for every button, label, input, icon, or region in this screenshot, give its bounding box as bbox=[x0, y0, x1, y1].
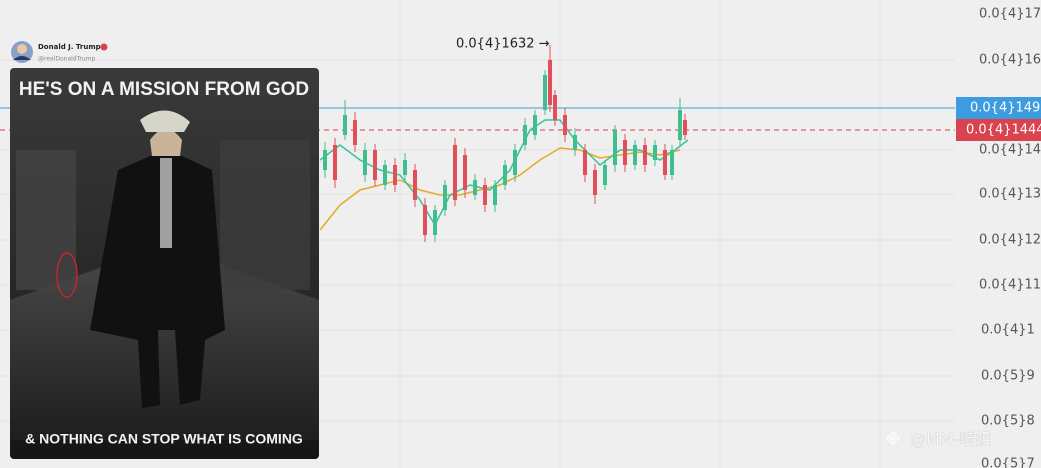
watermark: @MM-喵姐 bbox=[910, 430, 991, 449]
price-label: 0.0{5}8 bbox=[981, 414, 1035, 429]
price-label: 0.0{4}16 bbox=[979, 53, 1041, 68]
price-label: 0.0{4}1 bbox=[981, 323, 1035, 338]
verified-badge bbox=[100, 43, 108, 51]
price-label: 0.0{4}17 bbox=[979, 7, 1041, 22]
price-label: 0.0{4}12 bbox=[979, 233, 1041, 248]
price-label: 0.0{4}14 bbox=[979, 143, 1041, 158]
price-label: 0.0{4}13 bbox=[979, 187, 1041, 202]
candle-bodies-up bbox=[323, 75, 682, 235]
image-footer: & NOTHING CAN STOP WHAT IS COMING bbox=[25, 431, 303, 447]
marker-price: 0.0{4}1444 bbox=[966, 123, 1041, 138]
candle-bodies-down bbox=[333, 60, 687, 235]
price-axis: 0.0{4}17 0.0{4}16 0.0{4}14 0.0{4}13 0.0{… bbox=[979, 7, 1041, 468]
current-price: 0.0{4}149 bbox=[970, 101, 1040, 116]
tweet-handle: @realDonaldTrump bbox=[38, 56, 96, 63]
price-label: 0.0{5}9 bbox=[981, 369, 1035, 384]
price-label: 0.0{5}7 bbox=[981, 457, 1035, 468]
marker-price-badge bbox=[956, 119, 1041, 141]
watermark-icon bbox=[885, 430, 901, 446]
ma-slow bbox=[319, 147, 681, 231]
price-label: 0.0{4}11 bbox=[979, 278, 1041, 293]
current-price-badge bbox=[956, 97, 1041, 119]
high-annotation: 0.0{4}1632 → bbox=[456, 37, 550, 52]
tweet-card: Donald J. Trump @realDonaldTrump HE'S ON… bbox=[10, 41, 319, 459]
image-headline: HE'S ON A MISSION FROM GOD bbox=[19, 79, 309, 100]
tweet-author: Donald J. Trump bbox=[38, 43, 101, 51]
